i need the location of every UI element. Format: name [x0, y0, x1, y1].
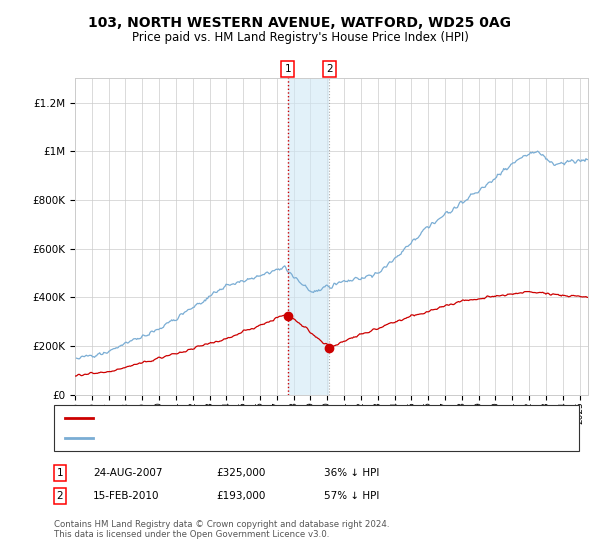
- Text: 57% ↓ HPI: 57% ↓ HPI: [324, 491, 379, 501]
- Text: 1: 1: [56, 468, 64, 478]
- Text: 103, NORTH WESTERN AVENUE, WATFORD, WD25 0AG: 103, NORTH WESTERN AVENUE, WATFORD, WD25…: [89, 16, 511, 30]
- Bar: [288, 78, 329, 395]
- Text: 36% ↓ HPI: 36% ↓ HPI: [324, 468, 379, 478]
- Text: £193,000: £193,000: [216, 491, 265, 501]
- Text: 103, NORTH WESTERN AVENUE, WATFORD, WD25 0AG (detached house): 103, NORTH WESTERN AVENUE, WATFORD, WD25…: [99, 413, 462, 423]
- Text: Price paid vs. HM Land Registry's House Price Index (HPI): Price paid vs. HM Land Registry's House …: [131, 31, 469, 44]
- Text: 15-FEB-2010: 15-FEB-2010: [93, 491, 160, 501]
- Text: HPI: Average price, detached house, Watford: HPI: Average price, detached house, Watf…: [99, 433, 323, 443]
- Text: Contains HM Land Registry data © Crown copyright and database right 2024.
This d: Contains HM Land Registry data © Crown c…: [54, 520, 389, 539]
- Text: £325,000: £325,000: [216, 468, 265, 478]
- Text: 2: 2: [56, 491, 64, 501]
- Text: 24-AUG-2007: 24-AUG-2007: [93, 468, 163, 478]
- Text: 1: 1: [284, 64, 291, 74]
- Text: 2: 2: [326, 64, 332, 74]
